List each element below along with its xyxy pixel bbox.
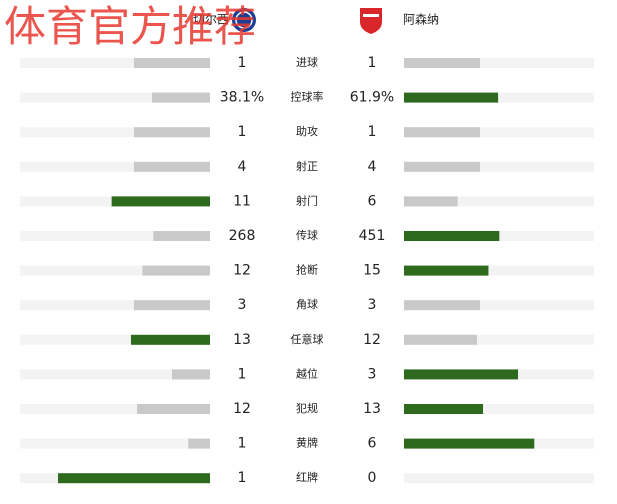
track xyxy=(404,334,594,345)
track xyxy=(20,334,210,345)
home-bar xyxy=(58,473,210,484)
stat-label: 犯规 xyxy=(296,401,318,415)
away-value: 4 xyxy=(368,159,377,175)
stat-label: 射正 xyxy=(296,159,318,173)
stat-label: 控球率 xyxy=(291,90,324,104)
home-value: 4 xyxy=(238,159,247,175)
away-value: 451 xyxy=(359,228,386,244)
home-value: 1 xyxy=(238,55,247,71)
home-bar xyxy=(153,231,210,241)
track xyxy=(20,438,210,449)
track xyxy=(20,92,210,103)
away-value: 6 xyxy=(368,436,377,452)
away-value: 15 xyxy=(363,263,381,279)
watermark: 体育官方推荐 xyxy=(4,2,256,51)
home-value: 12 xyxy=(233,401,251,417)
home-value: 11 xyxy=(233,193,251,209)
away-bar xyxy=(404,369,518,380)
home-bar xyxy=(172,369,210,380)
away-bar xyxy=(404,127,480,138)
home-bar xyxy=(152,92,210,103)
away-bar xyxy=(404,334,477,345)
home-team: 切尔西 xyxy=(193,12,229,27)
home-value: 268 xyxy=(229,228,256,244)
home-bar xyxy=(134,127,210,138)
home-value: 3 xyxy=(238,297,247,313)
track xyxy=(404,127,594,138)
away-bar xyxy=(404,92,499,103)
away-value: 1 xyxy=(368,55,377,71)
away-bar xyxy=(404,231,500,241)
stat-label: 抢断 xyxy=(296,263,318,277)
home-value: 1 xyxy=(238,436,247,452)
away-bar xyxy=(404,300,480,311)
stat-label: 角球 xyxy=(296,297,318,311)
home-bar xyxy=(134,300,210,311)
away-bar xyxy=(404,404,484,414)
home-bar xyxy=(130,334,210,345)
away-value: 61.9% xyxy=(350,90,394,106)
home-bar xyxy=(142,265,210,276)
track xyxy=(20,58,210,68)
track xyxy=(20,300,210,311)
stat-label: 黄牌 xyxy=(296,436,318,450)
track xyxy=(20,404,210,414)
away-value: 3 xyxy=(368,297,377,313)
stat-label: 进球 xyxy=(296,55,318,69)
home-bar xyxy=(134,58,210,68)
home-value: 13 xyxy=(233,332,251,348)
home-value: 1 xyxy=(238,366,247,382)
home-bar xyxy=(111,196,210,207)
away-team: 阿森纳 xyxy=(403,12,439,27)
home-logo xyxy=(232,8,256,32)
stat-label: 红牌 xyxy=(296,470,318,484)
stat-label: 射门 xyxy=(296,193,318,207)
home-bar xyxy=(137,404,210,414)
track xyxy=(404,404,594,414)
home-value: 1 xyxy=(238,470,247,486)
away-value: 1 xyxy=(368,124,377,140)
track xyxy=(404,265,594,276)
stat-label: 传球 xyxy=(296,228,318,242)
track xyxy=(20,369,210,380)
away-bar xyxy=(404,265,489,276)
away-value: 12 xyxy=(363,332,381,348)
track xyxy=(404,92,594,103)
home-bar xyxy=(188,438,210,449)
track xyxy=(404,196,594,207)
stat-label: 越位 xyxy=(296,366,318,380)
track xyxy=(20,265,210,276)
track xyxy=(20,231,210,241)
home-value: 12 xyxy=(233,263,251,279)
track xyxy=(404,300,594,311)
track xyxy=(20,161,210,172)
away-bar xyxy=(404,58,480,68)
track xyxy=(20,127,210,138)
away-bar xyxy=(404,196,458,207)
track xyxy=(404,161,594,172)
track xyxy=(404,58,594,68)
home-bar xyxy=(134,161,210,172)
home-value: 38.1% xyxy=(220,90,264,106)
home-value: 1 xyxy=(238,124,247,140)
away-value: 0 xyxy=(368,470,377,486)
away-logo xyxy=(360,8,382,34)
away-value: 3 xyxy=(368,366,377,382)
away-bar xyxy=(404,438,535,449)
away-value: 6 xyxy=(368,193,377,209)
stat-label: 助攻 xyxy=(296,124,318,138)
away-value: 13 xyxy=(363,401,381,417)
track xyxy=(404,473,594,484)
away-bar xyxy=(404,161,480,172)
stat-label: 任意球 xyxy=(291,332,324,346)
